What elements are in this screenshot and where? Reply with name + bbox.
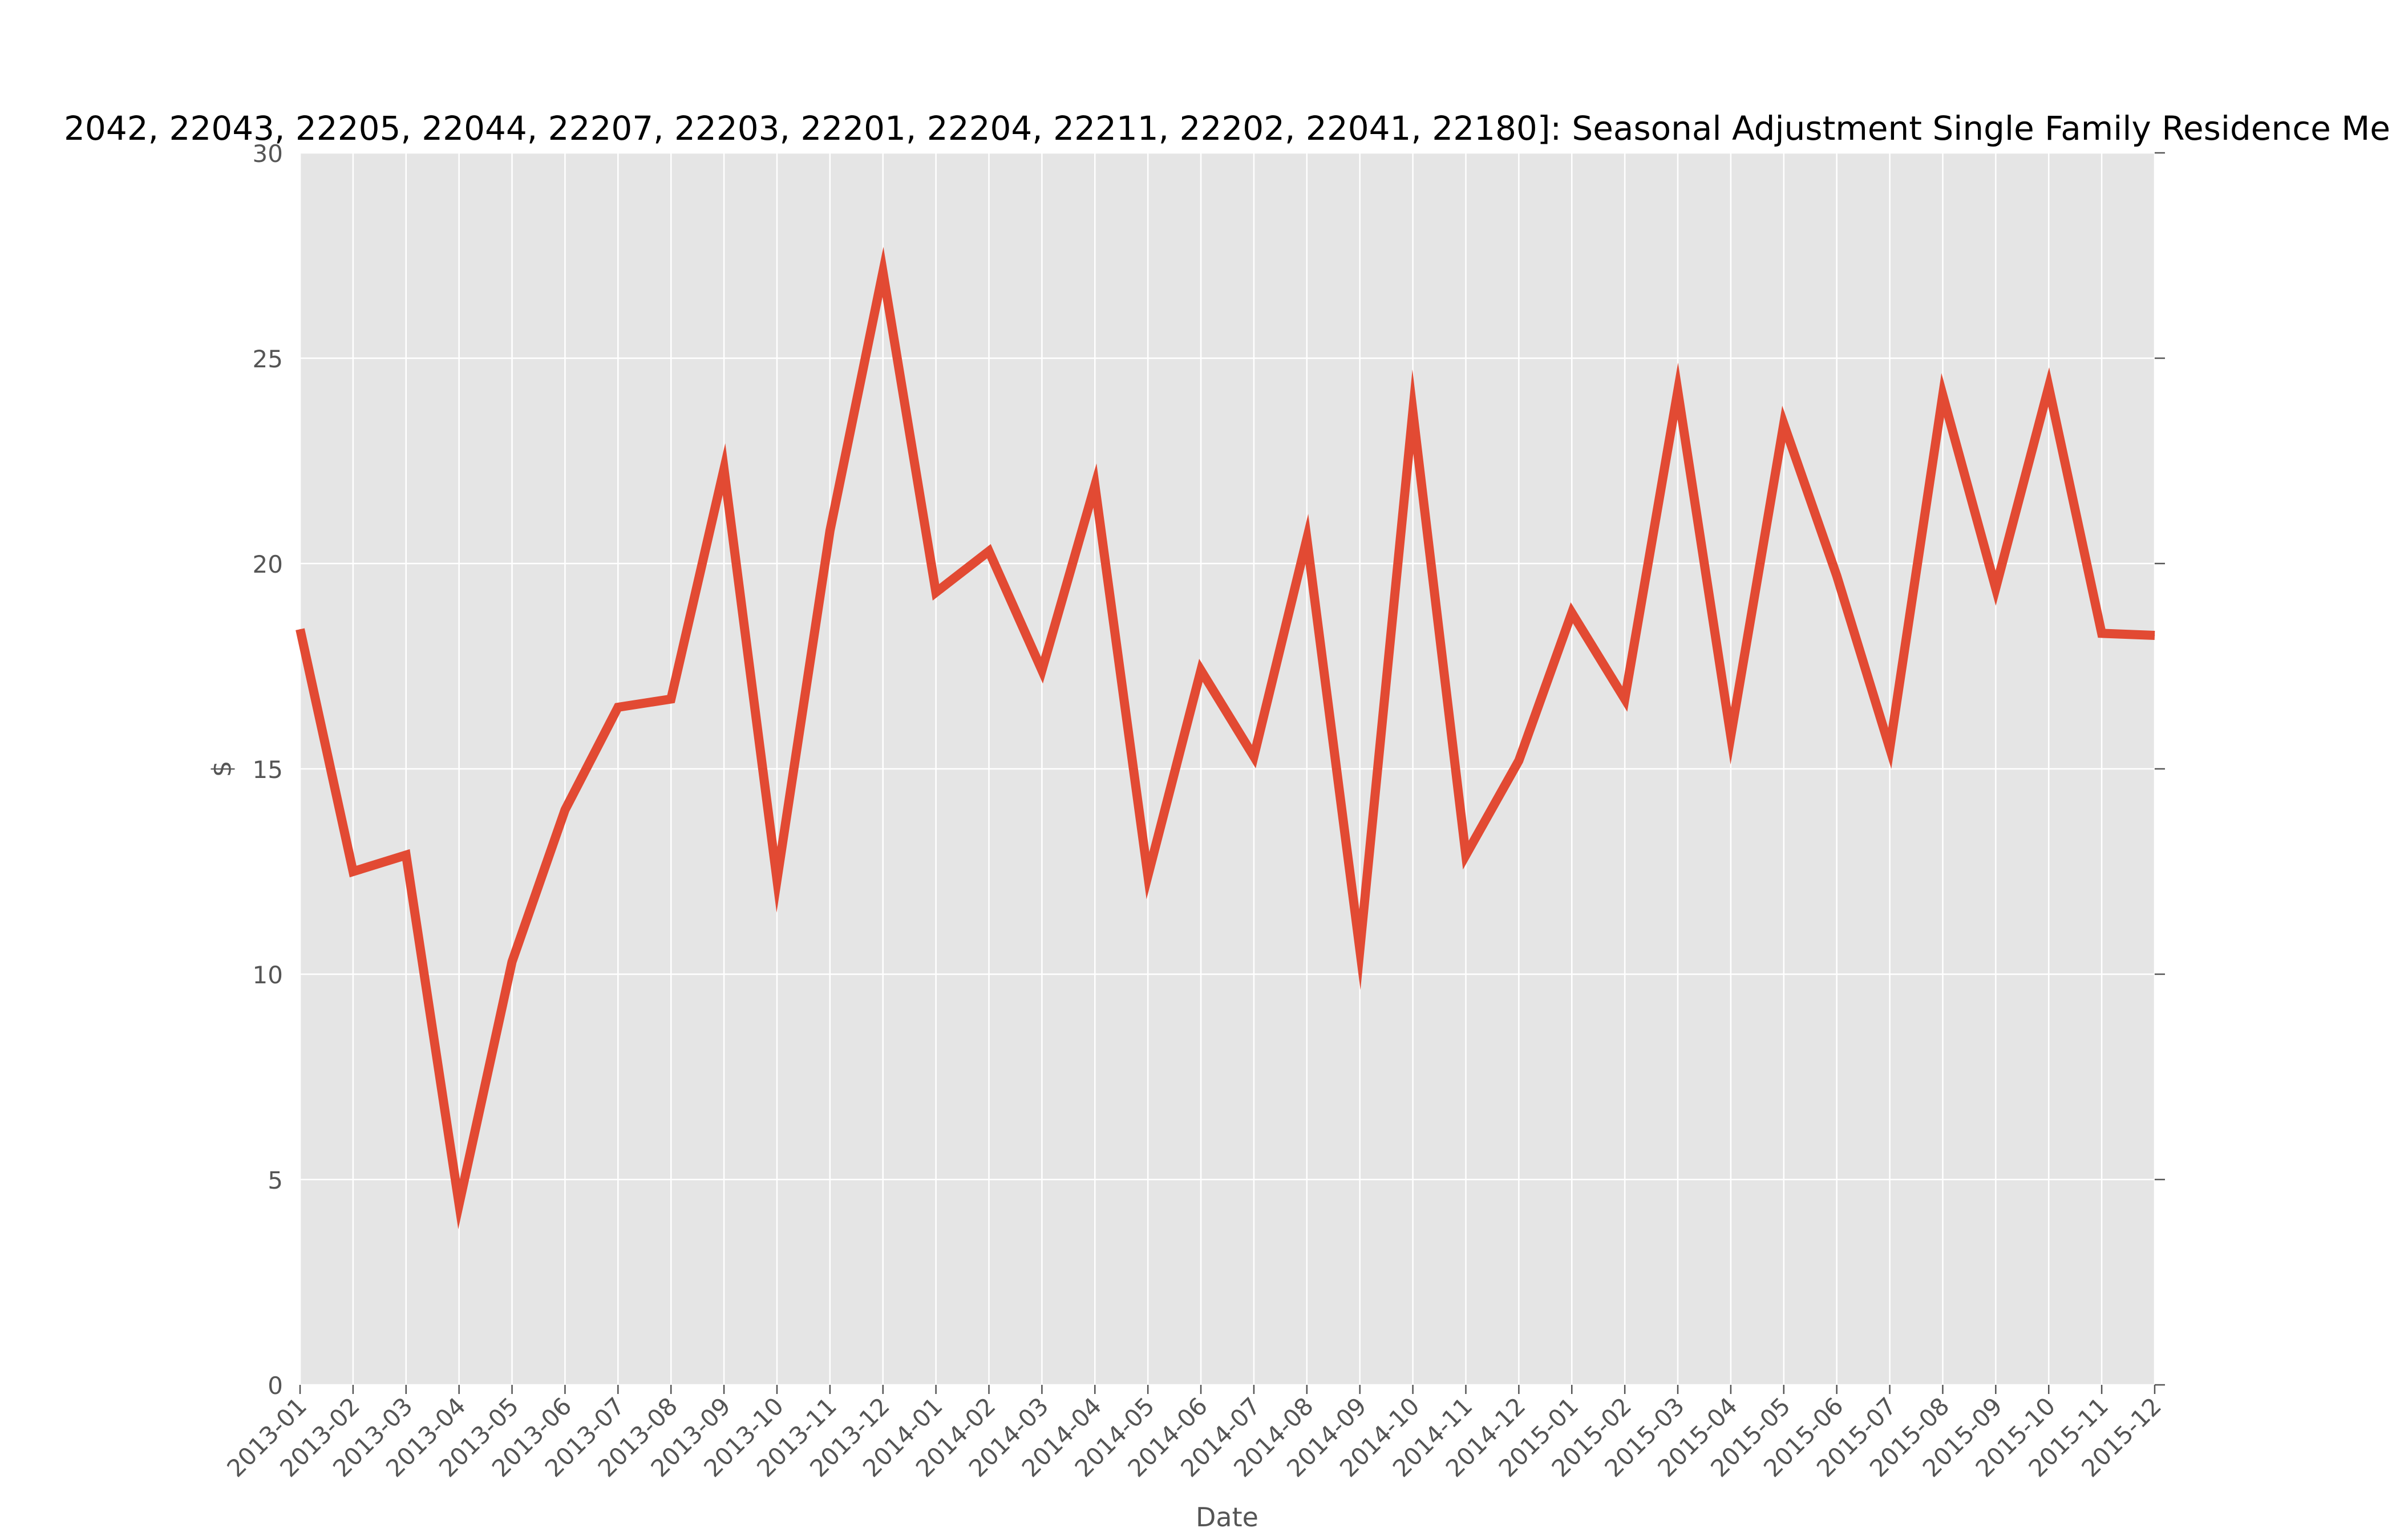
y-tick-label: 15 [253,756,283,784]
data-point-2013-11 [829,530,831,531]
y-tick-label: 25 [253,345,283,373]
y-axis: 0 5 10 15 20 25 30 [253,140,2165,1400]
y-tick-label: 20 [253,550,283,578]
series-line [296,246,2155,1230]
data-point-2014-09 [1359,949,1361,950]
chart-title: 2042, 22043, 22205, 22044, 22207, 22203,… [64,109,2390,148]
x-axis-label: Date [1196,1502,1258,1533]
data-point-2014-08 [1306,538,1308,540]
y-tick-label: 10 [253,961,283,989]
data-point-2013-01 [300,629,301,630]
data-point-2014-07 [1253,756,1254,757]
y-axis-label: $ [207,760,237,777]
grid [299,152,2156,1386]
data-point-2015-07 [1889,748,1891,749]
data-point-2014-10 [1412,411,1414,412]
y-tick-label: 30 [253,140,283,168]
y-tick-label: 0 [268,1372,283,1400]
y-tick-label: 5 [268,1166,283,1194]
series-layer [296,246,2155,1230]
